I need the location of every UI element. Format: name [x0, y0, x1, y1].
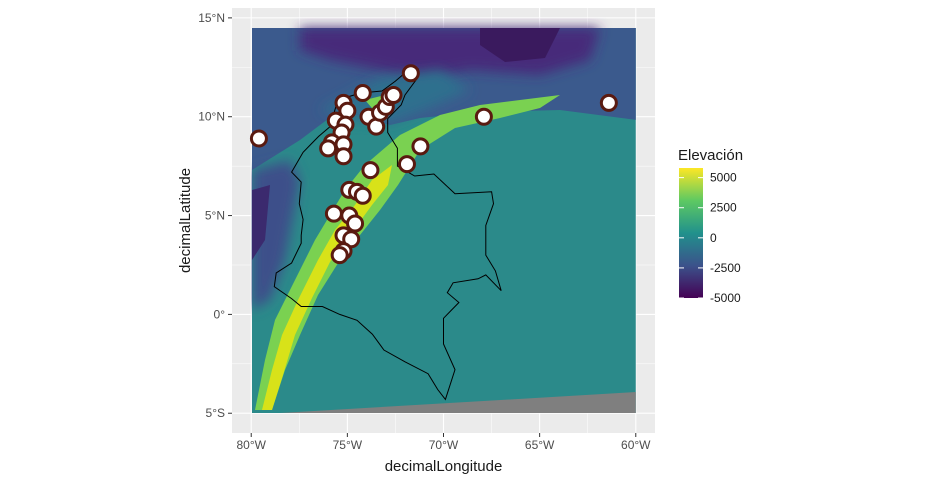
- legend-label: 2500: [710, 201, 737, 215]
- legend-colorbar: [679, 168, 703, 298]
- y-axis: 15°N 10°N 5°N 0° 5°S: [198, 11, 232, 420]
- pacific-deep: [252, 185, 270, 260]
- occurrence-point: [401, 64, 420, 83]
- occurrence-point: [324, 204, 343, 223]
- occurrence-point: [330, 246, 349, 265]
- occurrence-point: [353, 186, 372, 205]
- y-axis-title: decimalLatitude: [177, 168, 194, 273]
- occurrence-point: [334, 147, 353, 166]
- y-tick-label: 15°N: [198, 11, 225, 25]
- legend-title: Elevación: [678, 147, 743, 164]
- y-tick-label: 10°N: [198, 110, 225, 124]
- legend: Elevación 5000 2500 0 -2500 -5000: [678, 147, 743, 305]
- x-tick-label: 75°W: [333, 438, 363, 452]
- occurrence-point: [249, 129, 268, 148]
- andes-peaks: [262, 165, 392, 410]
- x-axis: 80°W 75°W 70°W 65°W 60°W: [236, 433, 651, 452]
- x-tick-label: 70°W: [429, 438, 459, 452]
- x-tick-label: 80°W: [236, 438, 266, 452]
- no-data-strip: [280, 392, 636, 413]
- occurrence-point: [411, 137, 430, 156]
- occurrence-point: [361, 161, 380, 180]
- y-tick-label: 0°: [214, 307, 226, 321]
- occurrence-points: [249, 64, 618, 265]
- y-tick-label: 5°S: [206, 406, 225, 420]
- x-tick-label: 65°W: [525, 438, 555, 452]
- occurrence-point: [346, 214, 365, 233]
- occurrence-point: [319, 139, 338, 158]
- occurrence-point: [397, 155, 416, 174]
- legend-label: -2500: [710, 261, 741, 275]
- occurrence-point: [353, 84, 372, 102]
- deep-caribbean-east: [480, 28, 560, 62]
- legend-label: 5000: [710, 171, 737, 185]
- legend-label: 0: [710, 231, 717, 245]
- occurrence-point: [599, 93, 618, 112]
- elevation-raster: [252, 28, 636, 413]
- country-border: [273, 68, 502, 401]
- legend-label: -5000: [710, 291, 741, 305]
- legend-ticks: 5000 2500 0 -2500 -5000: [679, 171, 741, 305]
- x-tick-label: 60°W: [621, 438, 651, 452]
- y-tick-label: 5°N: [205, 209, 225, 223]
- occurrence-point: [384, 85, 403, 104]
- occurrence-point: [474, 107, 493, 126]
- x-axis-title: decimalLongitude: [385, 458, 503, 475]
